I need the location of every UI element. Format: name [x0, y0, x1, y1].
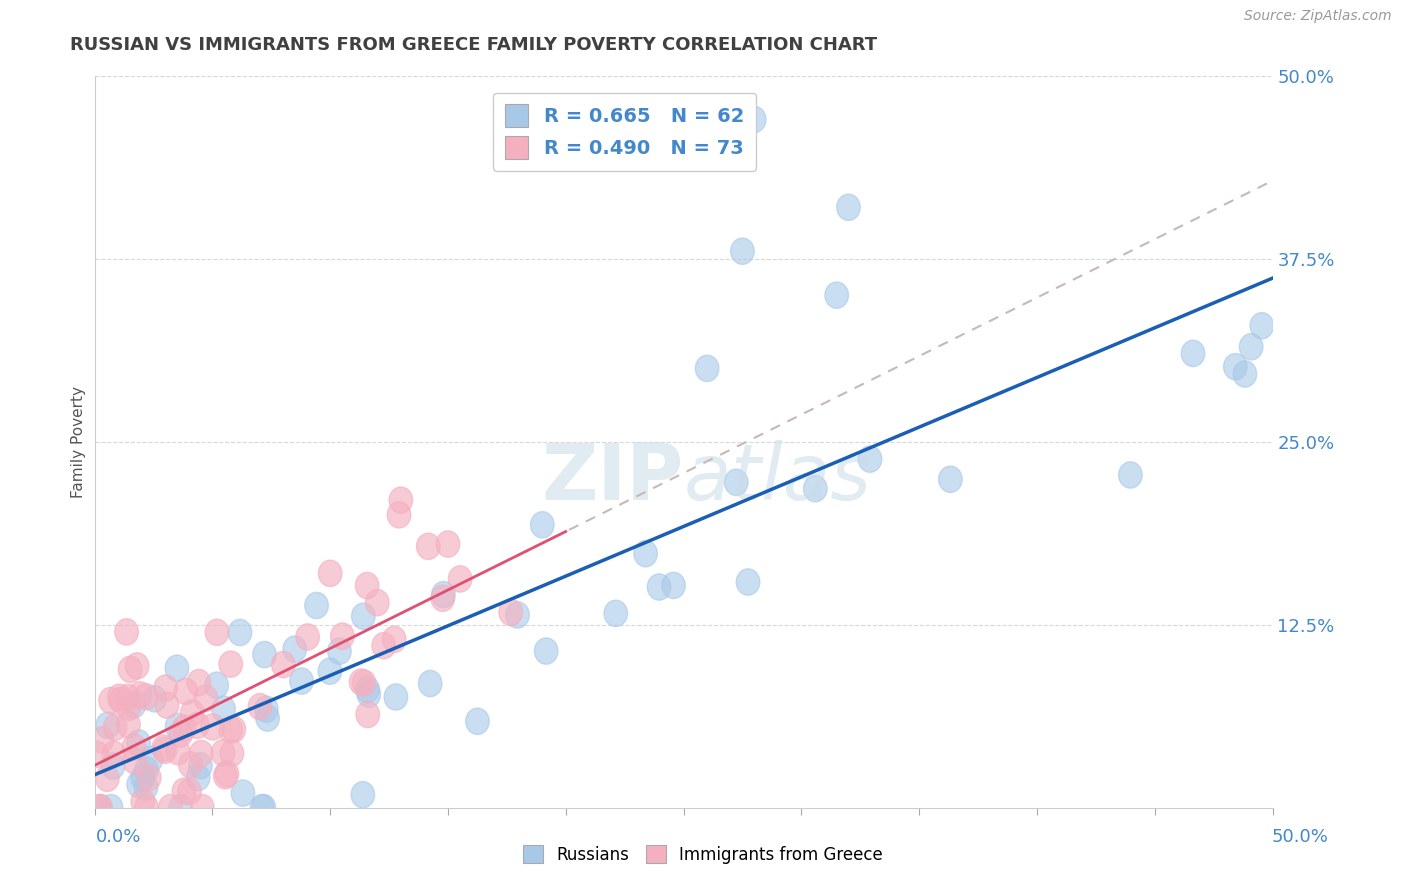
Legend: Russians, Immigrants from Greece: Russians, Immigrants from Greece	[516, 838, 890, 871]
Text: 0.0%: 0.0%	[96, 828, 141, 846]
Legend: R = 0.665   N = 62, R = 0.490   N = 73: R = 0.665 N = 62, R = 0.490 N = 73	[494, 93, 756, 170]
Text: atlas: atlas	[683, 440, 872, 516]
Text: 50.0%: 50.0%	[1272, 828, 1329, 846]
Text: RUSSIAN VS IMMIGRANTS FROM GREECE FAMILY POVERTY CORRELATION CHART: RUSSIAN VS IMMIGRANTS FROM GREECE FAMILY…	[70, 36, 877, 54]
Text: ZIP: ZIP	[541, 440, 683, 516]
Text: Source: ZipAtlas.com: Source: ZipAtlas.com	[1244, 9, 1392, 23]
Y-axis label: Family Poverty: Family Poverty	[72, 385, 86, 498]
